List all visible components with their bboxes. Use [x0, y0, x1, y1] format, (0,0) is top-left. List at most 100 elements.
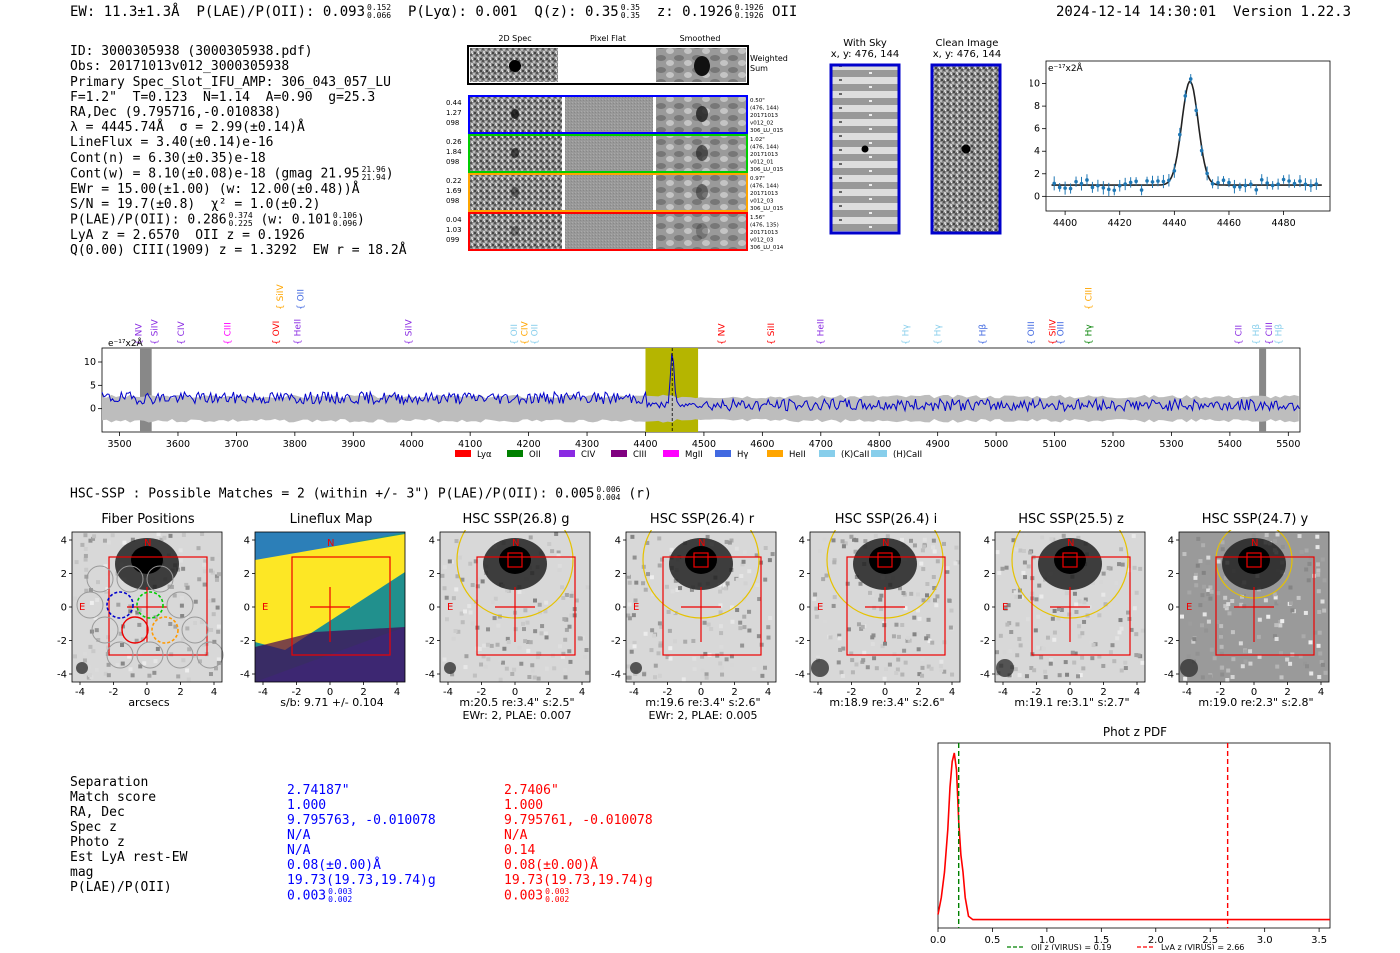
cutout-noise-pixel	[932, 549, 937, 554]
cutout-noise-pixel	[1097, 654, 1102, 659]
cutout-noise-pixel	[216, 629, 221, 634]
fiber-row-2d	[470, 175, 562, 210]
hsc-summary-text: HSC-SSP : Possible Matches = 2 (within +…	[70, 486, 595, 502]
cutout-noise-pixel	[544, 666, 549, 671]
cutout-noise-pixel	[539, 631, 544, 636]
cutout-noise-pixel	[1208, 596, 1213, 601]
cutout-noise-pixel	[442, 565, 447, 570]
cutout-noise-pixel	[83, 672, 88, 677]
north-label: N	[512, 538, 519, 549]
cutout-noise-pixel	[821, 577, 826, 582]
cutout-noise-pixel	[715, 653, 720, 658]
zoom-data-point	[1238, 185, 1242, 189]
full-ylabel: e⁻¹⁷x2Å	[108, 337, 144, 349]
cutout-noise-pixel	[1017, 588, 1022, 593]
emission-line-label: { OII	[530, 324, 540, 345]
cutout-noise-pixel	[1303, 610, 1308, 615]
cutout-noise-pixel	[1037, 660, 1042, 665]
cutout-noise-pixel	[493, 596, 498, 601]
cutout-noise-pixel	[561, 651, 566, 656]
cutout-noise-pixel	[656, 651, 661, 656]
cutout-noise-pixel	[544, 635, 549, 640]
emission-line-label: { CIII	[224, 322, 234, 345]
cutout-noise-pixel	[755, 583, 760, 588]
cutout-xtick-label: -4	[1182, 687, 1192, 698]
emission-line-label: { CIII	[1084, 287, 1094, 310]
fiber-circle	[166, 591, 194, 619]
cutout-noise-pixel	[1061, 533, 1066, 538]
cutout-noise-pixel	[658, 643, 663, 648]
cutout-noise-pixel	[1183, 676, 1188, 681]
cutout-noise-pixel	[1298, 654, 1303, 659]
companion-source	[76, 662, 88, 674]
cutout-noise-pixel	[1015, 622, 1020, 627]
cutout-noise-pixel	[1056, 607, 1061, 612]
cutout-noise-pixel	[1272, 634, 1277, 639]
photz-legend-label: LyA z (VIRUS) = 2.66	[1161, 943, 1244, 950]
cutout-noise-pixel	[202, 569, 207, 574]
cutout-noise-pixel	[1127, 568, 1132, 573]
cutout-noise-pixel	[1132, 565, 1137, 570]
cutout-noise-pixel	[1302, 661, 1307, 666]
emission-line-label: { Hβ	[1274, 324, 1284, 345]
cutout-noise-pixel	[544, 600, 549, 605]
cutout-noise-pixel	[201, 562, 206, 567]
cutout-noise-pixel	[1115, 636, 1120, 641]
cutout-noise-pixel	[533, 629, 538, 634]
cutout-xtick-label: 2	[177, 687, 183, 698]
cutout-noise-pixel	[692, 667, 697, 672]
cutout-noise-pixel	[742, 550, 747, 555]
cutout-noise-pixel	[1203, 597, 1208, 602]
cutout-noise-pixel	[903, 606, 908, 611]
emission-line-label: { SiIV	[151, 319, 161, 345]
east-label: E	[1186, 602, 1192, 613]
cutout-noise-pixel	[88, 538, 93, 543]
cutout-noise-pixel	[1041, 646, 1046, 651]
cutout-noise-pixel	[1288, 601, 1293, 606]
cutout-noise-pixel	[1206, 588, 1211, 593]
cutout-noise-pixel	[665, 655, 670, 660]
cutout-noise-pixel	[872, 605, 877, 610]
cutout-noise-pixel	[1240, 664, 1245, 669]
emission-line-label: { OII	[510, 324, 520, 345]
cutout-ytick-label: -4	[980, 670, 990, 681]
cutout-noise-pixel	[191, 653, 196, 658]
fiber-row-n1: 0.04	[446, 216, 462, 224]
info-plae-w-lo: 0.096	[332, 219, 358, 229]
full-xtick-label: 4800	[867, 439, 891, 450]
zoom-data-point	[1199, 148, 1204, 153]
cutout-xtick-label: -2	[847, 687, 857, 698]
full-xtick-label: 3700	[224, 439, 248, 450]
cutout-noise-pixel	[135, 610, 140, 615]
match-red-column: 2.7406" 1.000 9.795761, -0.010078 N/A 0.14 0.…	[504, 768, 653, 919]
fiber-row-flat	[565, 136, 653, 171]
cutout-noise-pixel	[652, 633, 657, 638]
cutout-image: N E -4 -4 -2 -2 0 0 2 2 4 4	[980, 530, 1146, 698]
cutout-noise-pixel	[458, 555, 463, 560]
cutout-noise-pixel	[521, 621, 526, 626]
cutout-noise-pixel	[1278, 651, 1283, 656]
cutout-noise-pixel	[1193, 575, 1198, 580]
cutout-noise-pixel	[763, 545, 768, 550]
zoom-data-point	[1057, 185, 1062, 190]
full-xtick-label: 4300	[575, 439, 599, 450]
cutout-noise-pixel	[767, 558, 772, 563]
cutout-noise-pixel	[1097, 613, 1102, 618]
photz-curve	[937, 752, 1330, 921]
cutout-noise-pixel	[1014, 547, 1019, 552]
cutout-noise-pixel	[899, 537, 904, 542]
full-content: 3500 3600 3700 3800 3900 4000 4100 4200 4300 4400…	[84, 347, 1300, 450]
cutout-noise-pixel	[179, 603, 184, 608]
cutout-noise-pixel	[1064, 591, 1069, 596]
cutout-noise-pixel	[568, 659, 573, 664]
cutout-noise-pixel	[1074, 609, 1079, 614]
cutout-noise-pixel	[1264, 532, 1269, 537]
cutout-xtick-label: 4	[394, 687, 400, 698]
cutout-noise-pixel	[1056, 616, 1061, 621]
red-radec: 9.795761, -0.010078	[504, 813, 653, 828]
cutout-noise-pixel	[147, 673, 152, 678]
cutout-noise-pixel	[917, 616, 922, 621]
cutout-noise-pixel	[156, 532, 161, 537]
cutout-noise-pixel	[537, 602, 542, 607]
zoom-ytick-label: 8	[1034, 101, 1040, 112]
